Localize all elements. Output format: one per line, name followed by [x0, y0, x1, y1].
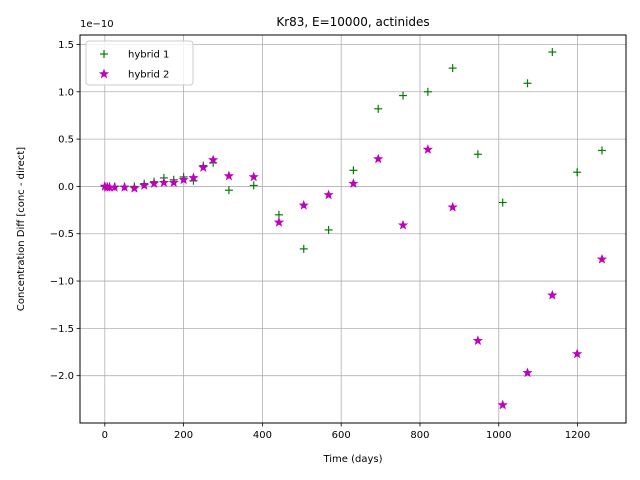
- y-axis-title: Concentration Diff [conc - direct]: [16, 147, 27, 311]
- data-point-plus: [473, 150, 482, 159]
- data-point-star: [447, 201, 458, 212]
- y-tick-label: 0.0: [58, 182, 74, 193]
- data-point-plus: [498, 198, 507, 207]
- legend-entries: hybrid 1 hybrid 2: [98, 50, 169, 81]
- data-point-star: [188, 172, 199, 183]
- legend-label: hybrid 1: [128, 50, 169, 61]
- data-point-plus: [374, 104, 383, 113]
- data-point-plus: [448, 64, 457, 73]
- plot-series: [99, 48, 608, 410]
- grid-lines: [80, 35, 626, 423]
- y-tick-label: 0.5: [58, 135, 74, 146]
- data-point-star: [198, 162, 209, 172]
- data-point-star: [373, 153, 384, 164]
- data-point-star: [129, 182, 140, 193]
- x-tick-label: 200: [174, 430, 193, 441]
- data-point-star: [422, 144, 433, 154]
- data-point-star: [323, 189, 334, 200]
- plot-frame: [79, 34, 627, 424]
- data-point-star: [109, 182, 120, 192]
- data-point-star: [139, 180, 150, 190]
- data-point-plus: [224, 186, 233, 195]
- data-point-star: [348, 178, 359, 188]
- legend-label: hybrid 2: [128, 70, 169, 81]
- data-point-star: [472, 335, 483, 345]
- axis-ticks: 0 200 400 600 800 1000 1200 −2.0 −1.5 −1.0 −0.5 0.0…: [50, 40, 591, 441]
- data-point-star: [497, 399, 508, 410]
- x-tick-label: 600: [332, 430, 351, 441]
- data-point-star: [298, 199, 309, 210]
- y-tick-label: 1.5: [58, 40, 74, 51]
- data-point-plus: [299, 244, 308, 253]
- y-tick-label: −1.5: [50, 324, 74, 335]
- legend-marker: [98, 68, 110, 79]
- data-point-plus: [573, 168, 582, 177]
- data-point-star: [397, 219, 409, 230]
- data-point-star: [158, 177, 169, 187]
- data-point-star: [178, 174, 189, 185]
- legend-marker: [100, 50, 108, 58]
- data-point-plus: [597, 146, 606, 155]
- data-point-plus: [523, 79, 532, 88]
- data-point-star: [248, 171, 259, 182]
- data-point-star: [522, 367, 533, 378]
- data-point-plus: [324, 225, 333, 234]
- data-point-plus: [249, 181, 258, 190]
- data-point-star: [547, 289, 558, 300]
- legend-box: [85, 40, 194, 86]
- data-point-star: [168, 177, 179, 187]
- y-tick-label: −1.0: [50, 277, 74, 288]
- x-tick-label: 1000: [486, 430, 511, 441]
- x-tick-label: 1200: [565, 430, 590, 441]
- legend: hybrid 1 hybrid 2: [85, 40, 194, 86]
- x-tick-label: 800: [410, 430, 429, 441]
- data-point-star: [273, 217, 285, 227]
- data-point-plus: [399, 91, 408, 100]
- data-point-star: [208, 154, 219, 165]
- x-axis-title: Time (days): [322, 454, 382, 465]
- series-2: [99, 144, 608, 410]
- data-point-plus: [423, 87, 432, 96]
- data-point-star: [572, 348, 583, 359]
- data-point-plus: [548, 48, 557, 57]
- x-tick-label: 400: [253, 430, 272, 441]
- chart-title: Kr83, E=10000, actinides: [276, 15, 429, 29]
- data-point-star: [596, 253, 608, 264]
- data-point-plus: [349, 166, 358, 175]
- data-point-star: [119, 182, 130, 192]
- y-tick-label: −2.0: [50, 371, 74, 382]
- y-tick-label: −0.5: [50, 229, 74, 240]
- data-point-star: [148, 178, 160, 188]
- x-tick-label: 0: [102, 430, 108, 441]
- data-point-star: [223, 170, 234, 181]
- y-axis-offset-text: 1e−10: [80, 19, 114, 30]
- y-tick-label: 1.0: [58, 87, 74, 98]
